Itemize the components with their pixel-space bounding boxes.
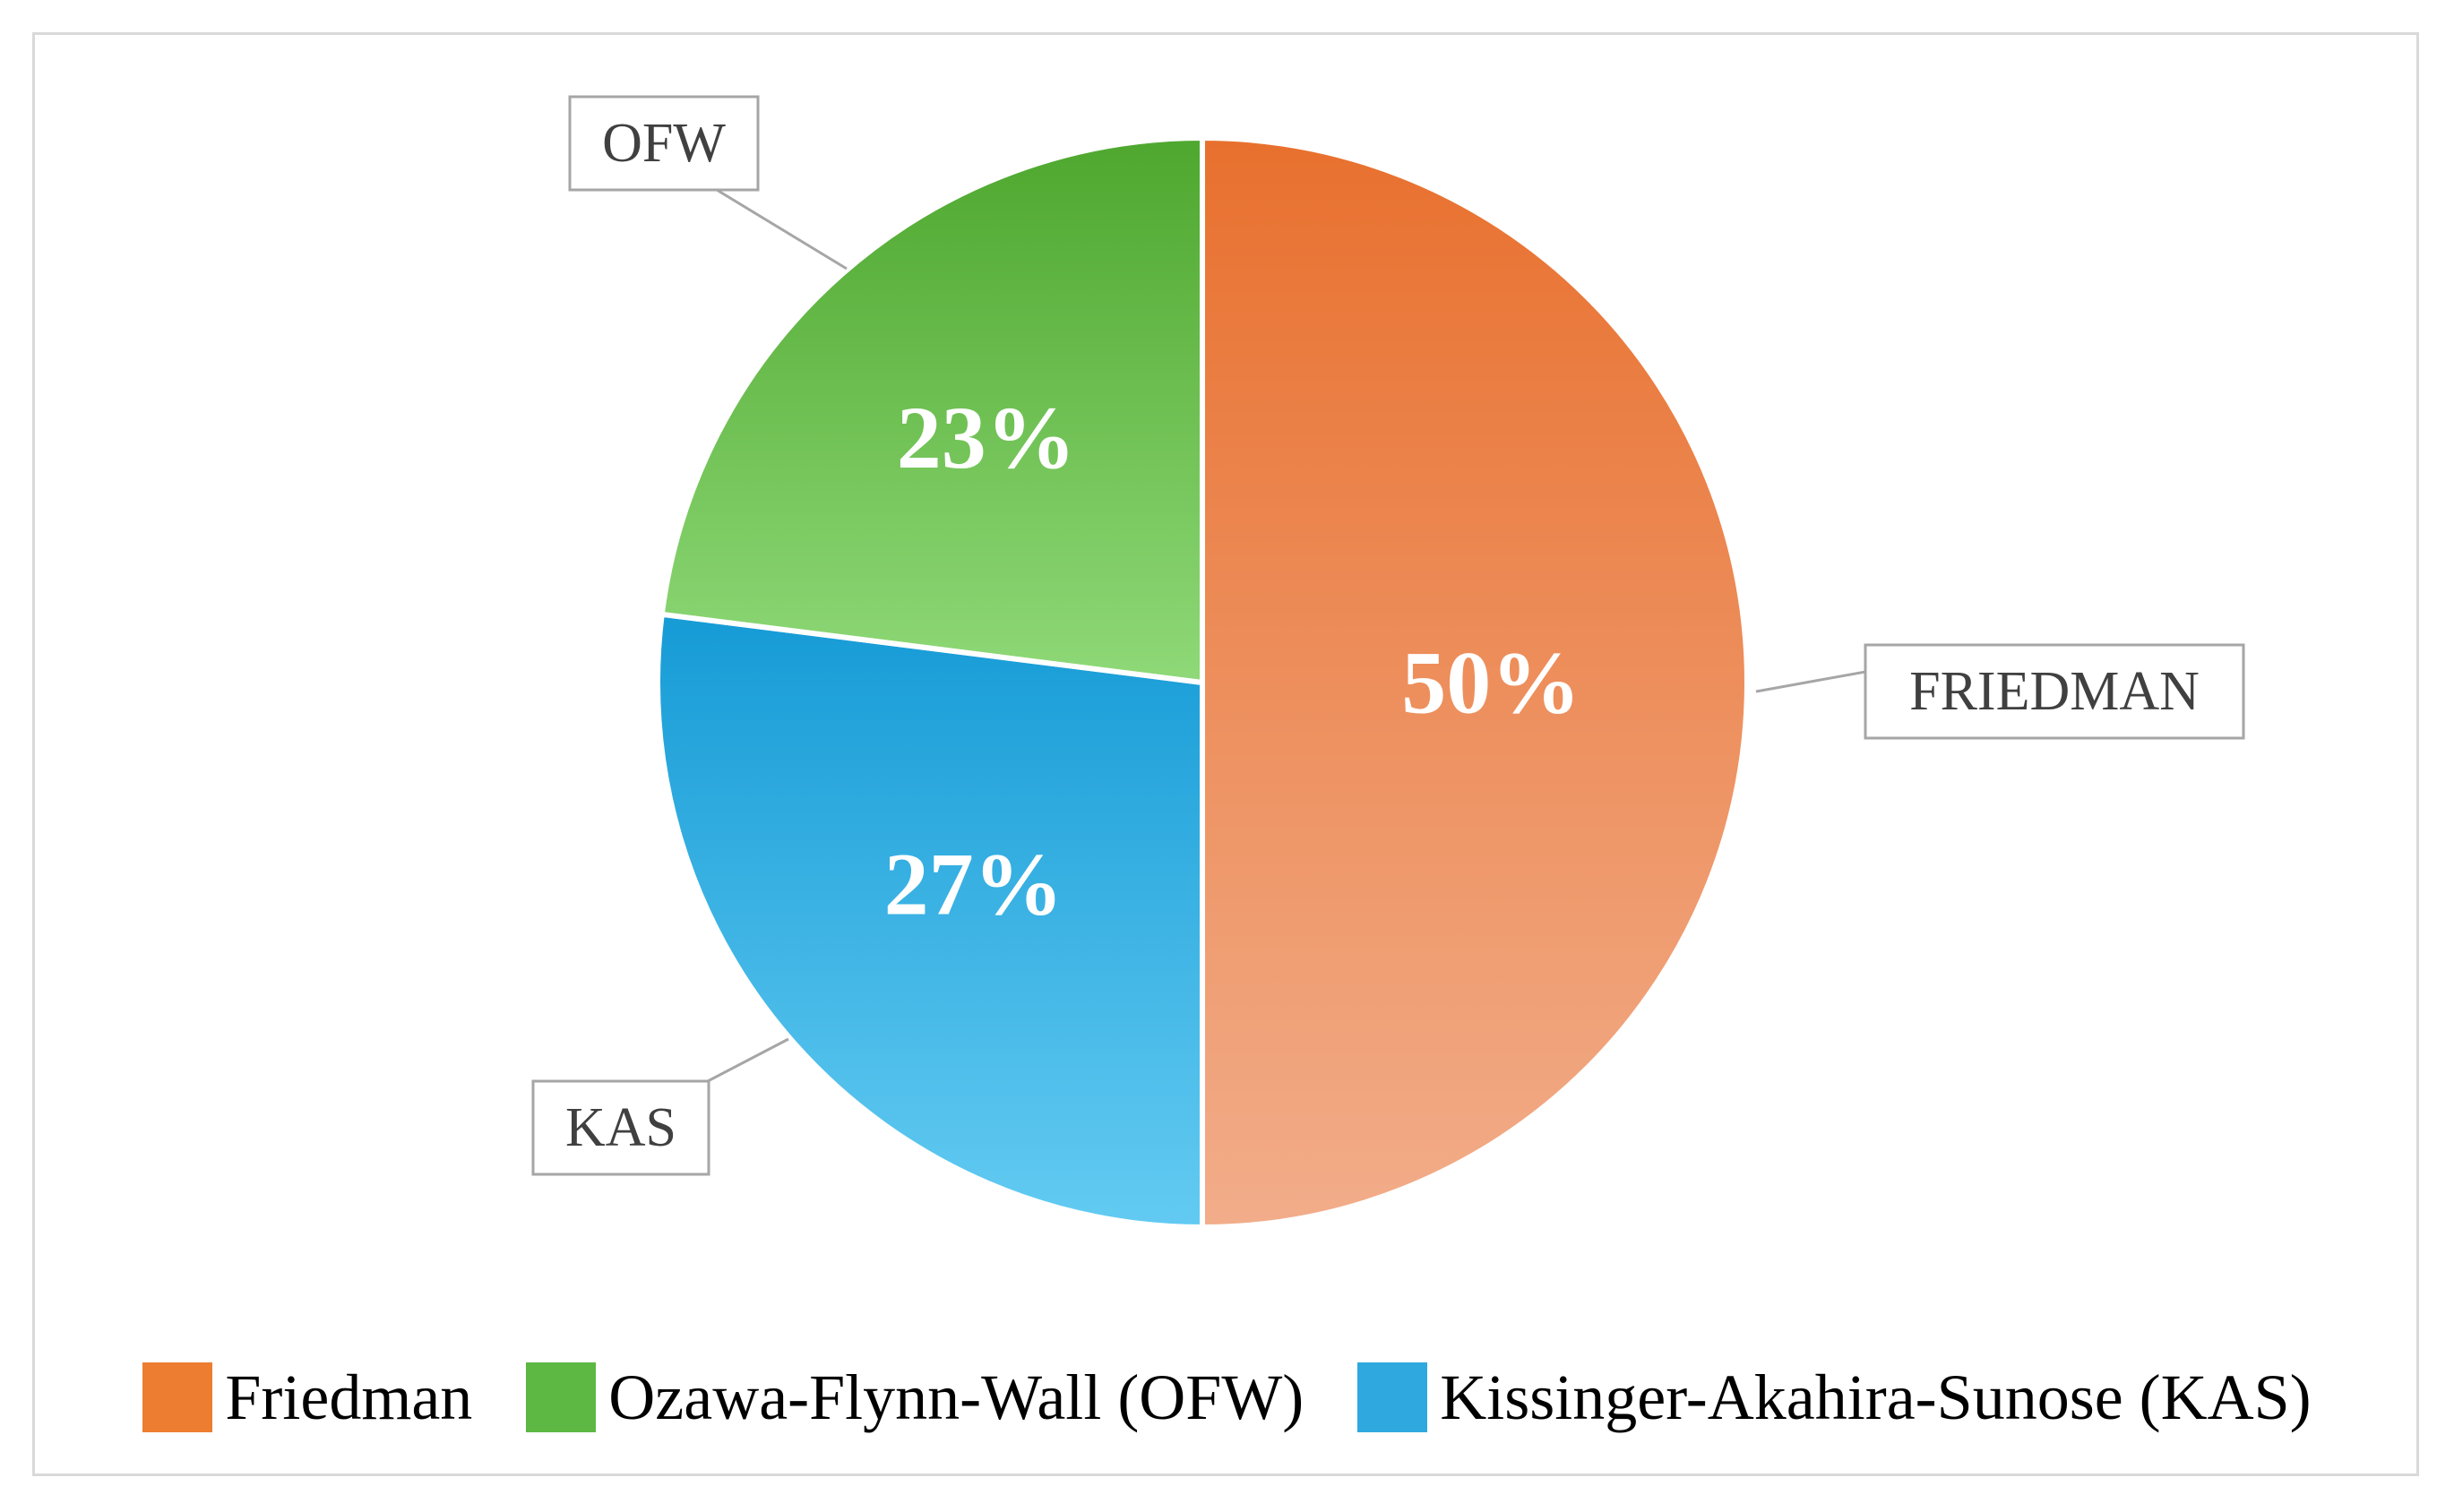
callout-leader-ofw xyxy=(690,188,848,271)
legend-label-kas: Kissinger-Akahira-Sunose (KAS) xyxy=(1440,1361,2312,1433)
callout-box-friedman xyxy=(1864,643,2245,740)
legend-label-friedman: Friedman xyxy=(225,1361,473,1433)
chart-legend: Friedman Ozawa-Flynn-Wall (OFW) Kissinge… xyxy=(0,1353,2454,1442)
legend-swatch-kas xyxy=(1357,1362,1428,1432)
callout-label-ofw: OFW xyxy=(602,113,726,174)
callout-box-ofw xyxy=(568,95,760,192)
legend-item-ofw: Ozawa-Flynn-Wall (OFW) xyxy=(526,1361,1304,1435)
callout-box-kas xyxy=(531,1079,710,1176)
legend-item-friedman: Friedman xyxy=(142,1361,472,1435)
legend-item-kas: Kissinger-Akahira-Sunose (KAS) xyxy=(1357,1361,2312,1435)
legend-label-ofw: Ozawa-Flynn-Wall (OFW) xyxy=(608,1361,1304,1433)
data-label-kas: 27% xyxy=(884,835,1063,934)
data-label-friedman: 50% xyxy=(1401,633,1580,733)
callout-label-friedman: FRIEDMAN xyxy=(1909,661,2200,722)
pie-slice-ofw xyxy=(659,134,1205,686)
data-label-ofw: 23% xyxy=(897,388,1076,487)
pie-slice-kas xyxy=(655,611,1205,1231)
callout-label-kas: KAS xyxy=(565,1097,676,1158)
legend-swatch-friedman xyxy=(142,1362,213,1432)
callout-leader-friedman xyxy=(1755,670,1867,708)
pie-slice-friedman xyxy=(1200,134,1750,1231)
legend-swatch-ofw xyxy=(526,1362,597,1432)
callout-leader-kas xyxy=(681,1037,789,1083)
